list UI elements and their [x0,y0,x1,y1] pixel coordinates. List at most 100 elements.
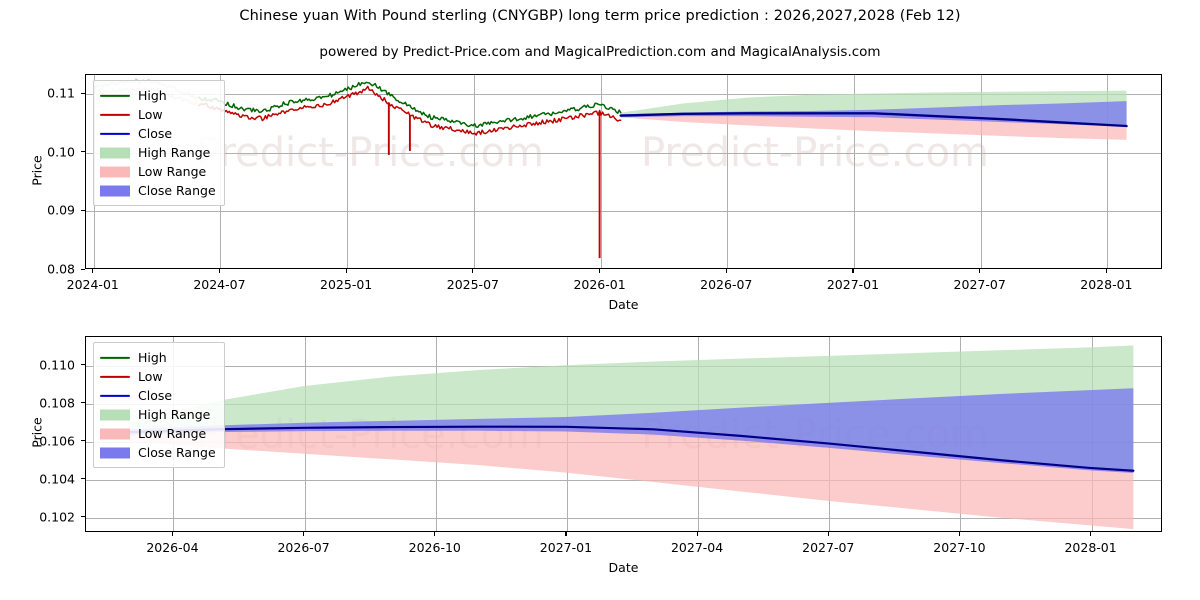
x-tick-mark [979,269,981,273]
legend-item-low-range: Low Range [100,162,216,181]
legend-swatch-mark [100,409,130,420]
x-tick-mark [1105,269,1107,273]
y-tick-label: 0.110 [39,357,75,373]
x-tick-mark [565,532,567,536]
legend-swatch-line [100,127,130,141]
legend-swatch-patch [100,184,130,198]
x-tick-label: 2026-07 [700,277,753,292]
legend-item-low: Low [100,367,216,386]
gridline-vertical [347,75,349,268]
y-tick-label: 0.10 [47,144,75,160]
y-tick-mark [81,478,85,480]
legend-item-low-range: Low Range [100,424,216,443]
legend-swatch-mark [100,375,130,378]
legend-item-high-range: High Range [100,405,216,424]
legend-swatch-line [100,389,130,403]
x-tick-label: 2027-10 [933,540,986,555]
overview-chart-series [92,78,1128,259]
x-tick-mark [958,532,961,536]
x-tick-label: 2024-01 [66,277,119,292]
x-tick-mark [599,269,601,273]
y-tick-label: 0.106 [39,433,75,449]
page-title: Chinese yuan With Pound sterling (CNYGBP… [239,8,961,24]
x-tick-mark [852,269,854,273]
legend-item-label: High Range [138,407,211,422]
x-tick-label: 2027-07 [802,540,855,555]
legend-item-label: High Range [138,145,211,160]
legend-item-high-range: High Range [100,143,216,162]
legend-swatch-patch [100,165,130,179]
legend-swatch-patch [100,146,130,160]
legend-item-label: High [138,88,167,103]
legend-swatch-mark [100,94,130,97]
x-tick-mark [303,532,305,536]
legend-swatch-line [100,351,130,365]
y-tick-mark [81,268,85,270]
y-tick-mark [81,364,85,366]
legend-item-close-range: Close Range [100,443,216,462]
legend-item-high: High [100,86,216,105]
legend-item-close: Close [100,124,216,143]
overview-y-axis-title: Price [29,154,45,186]
legend-item-label: Low [138,369,163,384]
x-tick-label: 2025-01 [320,277,373,292]
legend-item-close-range: Close Range [100,181,216,200]
x-tick-label: 2027-04 [670,540,724,555]
legend-swatch-mark [100,147,130,158]
gridline-vertical [473,75,475,268]
legend-item-high: High [100,348,216,367]
legend-item-label: Close Range [138,445,216,460]
legend-swatch-patch [100,408,130,422]
x-tick-mark [92,269,94,273]
gridline-horizontal [86,94,1161,96]
x-tick-mark [434,532,436,536]
legend-item-label: Close [138,126,173,141]
x-tick-mark [725,269,727,273]
page-subtitle: powered by Predict-Price.com and Magical… [319,44,881,60]
x-tick-label: 2024-07 [193,277,246,292]
gridline-vertical [1107,75,1109,268]
forecast-detail-chart-series [128,345,1135,530]
overview-x-axis-title: Date [608,297,639,312]
x-tick-label: 2028-01 [1064,540,1117,555]
y-tick-label: 0.104 [39,471,75,487]
legend-swatch-mark [100,394,130,397]
legend-item-label: Close [138,388,173,403]
x-tick-label: 2026-01 [573,277,626,292]
x-tick-label: 2027-07 [953,277,1006,292]
forecast-detail-chart-legend: High Low Close High Range Low Range Close Ran… [93,342,225,468]
legend-swatch-line [100,108,130,122]
gridline-vertical [980,75,982,268]
legend-swatch-mark [100,113,130,116]
x-tick-label: 2026-04 [146,540,199,555]
legend-item-label: Close Range [138,183,216,198]
overview-chart-legend: High Low Close High Range Low Range Close Ran… [93,80,225,206]
legend-swatch-mark [100,166,130,177]
y-tick-label: 0.11 [47,85,75,101]
legend-swatch-mark [100,428,130,439]
x-tick-label: 2026-10 [408,540,461,555]
x-tick-label: 2026-07 [277,540,330,555]
x-tick-mark [827,532,829,536]
legend-swatch-line [100,89,130,103]
y-tick-mark [81,209,85,212]
x-tick-mark [171,532,174,536]
y-tick-label: 0.108 [39,395,75,411]
gridline-horizontal [86,211,1161,213]
legend-swatch-mark [100,447,130,458]
gridline-horizontal [86,517,1161,519]
legend-item-label: Low Range [138,164,207,179]
x-tick-mark [345,269,347,273]
legend-swatch-line [100,370,130,384]
close-forecast-line [619,112,1128,128]
legend-item-low: Low [100,105,216,124]
legend-swatch-mark [100,185,130,196]
forecast-detail-x-axis-title: Date [608,560,639,575]
high-line-history [198,81,622,129]
y-tick-label: 0.09 [47,202,75,218]
gridline-horizontal [86,152,1161,154]
legend-item-label: Low Range [138,426,207,441]
y-tick-mark [81,516,85,518]
gridline-vertical [727,75,729,268]
